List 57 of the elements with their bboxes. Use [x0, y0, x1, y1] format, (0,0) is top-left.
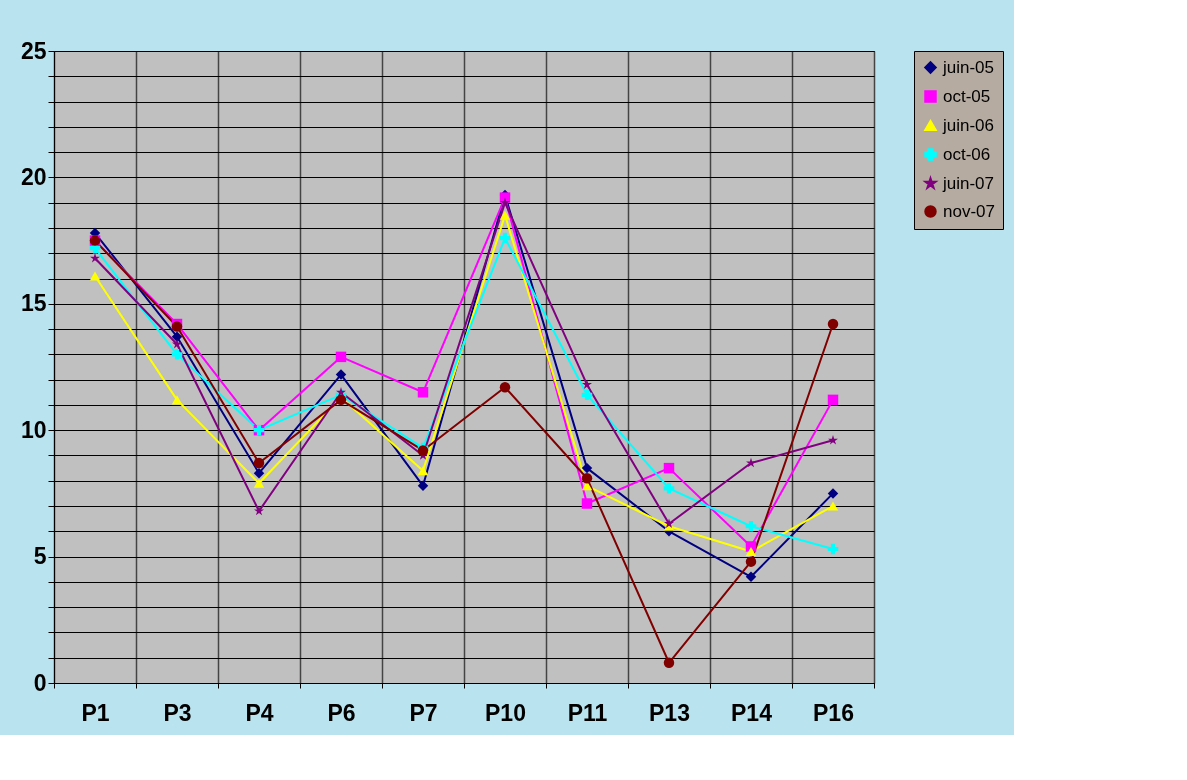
- point: [581, 498, 593, 509]
- y-tick-label: 20: [20, 163, 47, 190]
- point: [417, 387, 429, 398]
- point: [417, 466, 429, 476]
- legend-label: oct-05: [943, 86, 991, 106]
- point: [500, 197, 510, 207]
- x-tick-label: P14: [731, 699, 773, 726]
- legend-label: nov-07: [943, 201, 995, 221]
- point: [253, 457, 265, 469]
- x-tick-label: P10: [485, 699, 526, 726]
- point: [171, 349, 183, 360]
- x-tick-label: P4: [245, 699, 274, 726]
- point: [335, 394, 347, 406]
- point: [417, 480, 429, 492]
- point: [827, 394, 839, 406]
- point: [89, 271, 101, 281]
- x-tick-label: P3: [163, 699, 192, 726]
- point: [335, 351, 347, 363]
- legend-label: juin-06: [942, 115, 995, 135]
- y-tick-label: 5: [33, 543, 47, 570]
- point: [745, 571, 757, 583]
- point: [254, 505, 264, 516]
- point: [499, 381, 511, 393]
- x-tick-label: P13: [649, 699, 690, 726]
- y-tick-label: 0: [33, 669, 47, 696]
- point: [253, 478, 265, 488]
- x-tick-label: P16: [813, 699, 854, 726]
- x-tick-label: P6: [327, 699, 356, 726]
- point: [253, 467, 265, 479]
- x-tick-label: P1: [81, 699, 110, 726]
- point: [581, 389, 593, 401]
- legend-label: juin-07: [942, 173, 995, 193]
- point: [581, 462, 593, 474]
- y-tick-label: 25: [20, 37, 47, 64]
- point: [745, 547, 757, 557]
- legend-label: juin-05: [942, 57, 995, 77]
- point: [827, 543, 839, 555]
- point: [582, 379, 592, 389]
- point: [663, 483, 675, 494]
- point: [827, 488, 839, 499]
- point: [581, 473, 593, 484]
- point: [335, 369, 347, 380]
- point: [827, 501, 839, 511]
- point: [499, 210, 511, 220]
- point: [171, 395, 183, 405]
- point: [171, 331, 183, 342]
- legend-label: oct-06: [943, 144, 991, 164]
- point: [499, 232, 511, 244]
- point: [827, 318, 839, 330]
- y-tick-label: 10: [20, 416, 47, 443]
- x-tick-label: P11: [567, 699, 608, 726]
- point: [745, 521, 757, 532]
- point: [745, 556, 757, 567]
- y-tick-label: 15: [20, 290, 47, 317]
- point: [663, 462, 675, 474]
- x-tick-label: P7: [409, 699, 438, 726]
- point: [663, 657, 675, 669]
